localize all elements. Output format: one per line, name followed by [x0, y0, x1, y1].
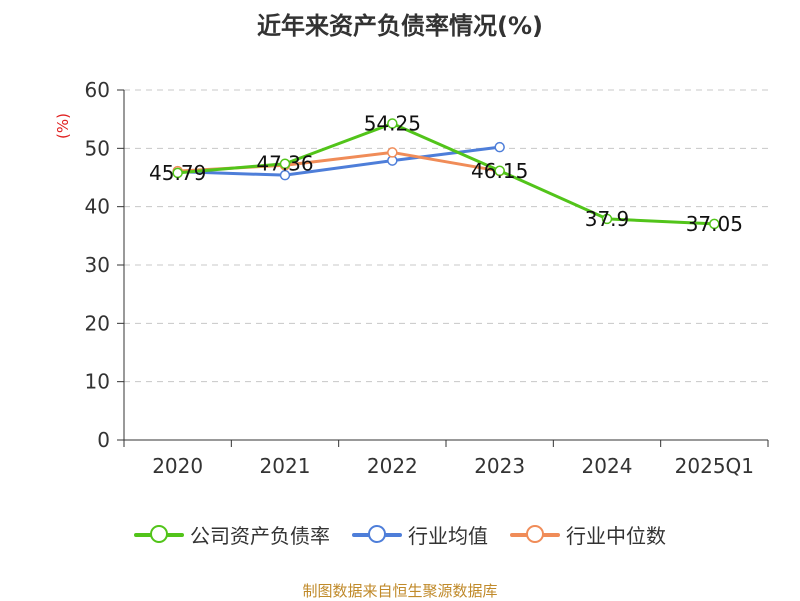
series-0-point-3 — [494, 165, 505, 177]
y-tick-label-0: 0 — [97, 428, 110, 452]
series-line-0 — [176, 122, 716, 226]
legend-circle-company — [150, 524, 168, 543]
series-line-1 — [176, 145, 502, 177]
x-tick-label-2020: 2020 — [152, 454, 203, 478]
legend-circle-industry-median — [526, 524, 544, 543]
x-tick-label-2021: 2021 — [260, 454, 311, 478]
legend-symbol-industry-median — [510, 524, 560, 545]
legend-circle-industry-mean — [368, 524, 386, 543]
series-2-point-2 — [387, 147, 398, 158]
series-0-point-2 — [387, 118, 398, 129]
legend-symbol-company — [134, 524, 184, 545]
y-tick-label-20: 20 — [85, 311, 110, 335]
series-0-point-0 — [172, 167, 183, 179]
source-note: 制图数据来自恒生聚源数据库 — [302, 582, 498, 600]
data-label-1: 47.36 — [256, 152, 313, 176]
data-label-0: 45.79 — [149, 161, 206, 185]
legend-label-industry-median: 行业中位数 — [566, 524, 666, 548]
legend-item-industry-mean[interactable]: 行业均值 — [352, 520, 488, 549]
y-tick-label-10: 10 — [85, 370, 110, 394]
chart-title: 近年来资产负债率情况(%) — [257, 12, 543, 40]
series-0-point-1 — [279, 158, 291, 169]
x-tick-label-2025Q1: 2025Q1 — [675, 454, 754, 478]
series-0-point-4 — [601, 213, 613, 225]
legend-item-industry-median[interactable]: 行业中位数 — [510, 520, 666, 549]
data-label-5: 37.05 — [686, 212, 743, 236]
series-1-point-3 — [494, 141, 505, 153]
series-0-point-5 — [709, 218, 720, 230]
legend-symbol-industry-mean — [352, 524, 402, 545]
legend-item-company[interactable]: 公司资产负债率 — [134, 520, 330, 549]
legend-label-company: 公司资产负债率 — [190, 524, 330, 548]
series-1-point-1 — [279, 169, 291, 181]
data-label-3: 46.15 — [471, 159, 528, 183]
y-tick-label-30: 30 — [85, 253, 110, 277]
x-tick-label-2023: 2023 — [474, 454, 525, 478]
y-tick-label-40: 40 — [85, 195, 110, 219]
data-label-4: 37.9 — [585, 207, 630, 231]
y-axis-label: (%) — [54, 113, 72, 139]
y-tick-label-60: 60 — [85, 78, 110, 102]
x-tick-label-2024: 2024 — [582, 454, 633, 478]
y-tick-label-50: 50 — [85, 136, 110, 160]
legend: 公司资产负债率 行业均值 行业中位数 — [0, 520, 800, 549]
x-tick-label-2022: 2022 — [367, 454, 418, 478]
legend-label-industry-mean: 行业均值 — [408, 524, 488, 548]
data-label-2: 54.25 — [364, 112, 421, 136]
